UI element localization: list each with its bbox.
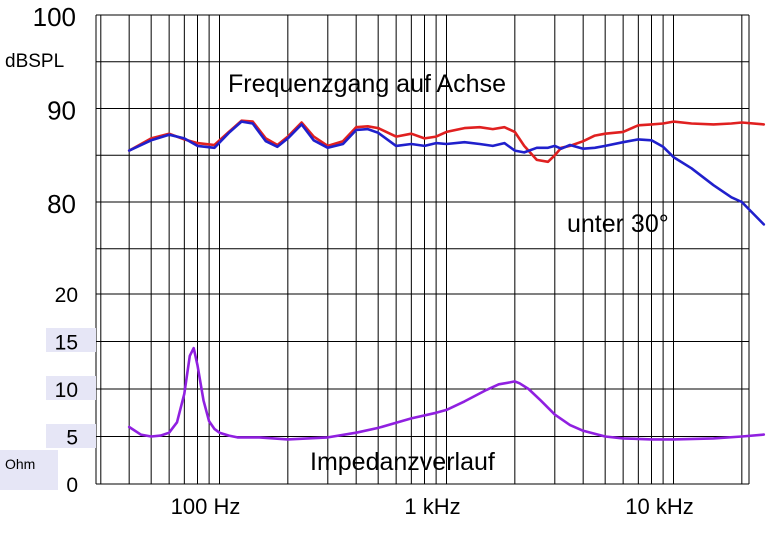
series-off-axis-30-line bbox=[127, 120, 766, 226]
tick-15-box bbox=[46, 328, 96, 352]
y-tick-label-ohm: 20 bbox=[55, 284, 78, 307]
x-tick-label: 10 kHz bbox=[625, 494, 693, 519]
y-tick-label-ohm: 15 bbox=[55, 332, 78, 355]
annotation-off-axis: unter 30° bbox=[567, 210, 669, 238]
y-tick-label-ohm: 5 bbox=[66, 427, 78, 450]
x-axis-labels: 100 Hz 1 kHz 10 kHz bbox=[171, 494, 694, 519]
y-unit-label-spl: dBSPL bbox=[5, 51, 64, 72]
vertical-grid bbox=[95, 15, 750, 484]
y-axis-labels: 100 90 80 dBSPL 20 15 10 5 0 Ohm bbox=[5, 2, 78, 497]
y-tick-label-spl: 80 bbox=[47, 189, 76, 219]
annotation-impedance: Impedanzverlauf bbox=[310, 448, 495, 476]
series-on-axis-line bbox=[127, 119, 766, 164]
y-tick-label-ohm: 0 bbox=[66, 474, 78, 497]
y-tick-label-spl: 90 bbox=[47, 96, 76, 126]
horizontal-grid bbox=[96, 14, 749, 485]
series-impedance-line bbox=[127, 346, 766, 441]
y-tick-label-spl: 100 bbox=[33, 2, 76, 32]
ohm-label-box bbox=[0, 450, 58, 490]
chart-title: Frequenzgang auf Achse bbox=[228, 70, 506, 98]
x-tick-label: 100 Hz bbox=[171, 494, 241, 519]
tick-5-box bbox=[46, 424, 96, 448]
y-unit-label-ohm: Ohm bbox=[5, 456, 35, 472]
x-tick-label: 1 kHz bbox=[404, 494, 460, 519]
y-tick-label-ohm: 10 bbox=[55, 379, 78, 402]
series-layer bbox=[127, 119, 766, 441]
tick-10-box bbox=[46, 376, 96, 400]
